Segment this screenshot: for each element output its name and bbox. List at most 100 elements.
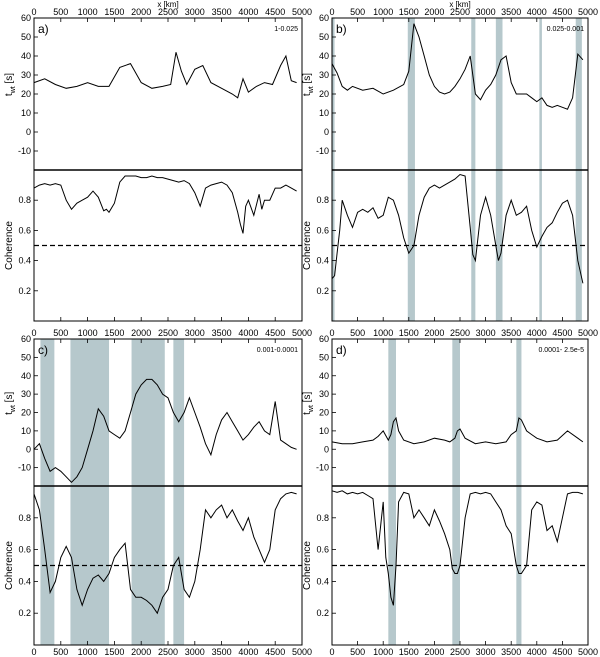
y-tick-label-top: 10 xyxy=(21,426,31,436)
x-tick-label-bottom: 2500 xyxy=(450,647,470,657)
x-tick-label-top: 3500 xyxy=(212,328,232,338)
y-tick-label-top: 60 xyxy=(21,13,31,23)
x-tick-label-top: 1500 xyxy=(399,7,419,17)
x-tick-label-top: 4000 xyxy=(527,328,547,338)
y-tick-label-bottom: 0.6 xyxy=(316,545,329,555)
y-tick-label-top: -10 xyxy=(18,463,31,473)
y-tick-label-top: 10 xyxy=(21,108,31,118)
panel-c: 0050050010001000150015002000200025002500… xyxy=(4,328,312,657)
y-tick-label-top: 60 xyxy=(319,334,329,344)
y-tick-label-top: -10 xyxy=(18,146,31,156)
x-tick-label-top: 1000 xyxy=(373,7,393,17)
y-tick-label-top: 0 xyxy=(324,444,329,454)
y-tick-label-top: 30 xyxy=(21,389,31,399)
y-tick-label-bottom: 0.2 xyxy=(316,286,329,296)
y-axis-title-unit: [s] xyxy=(302,392,313,406)
y-tick-label-bottom: 0.8 xyxy=(316,513,329,523)
y-tick-label-top: 40 xyxy=(319,371,329,381)
x-tick-label-bottom: 4500 xyxy=(265,647,285,657)
y-tick-label-top: 0 xyxy=(26,444,31,454)
shaded-band xyxy=(516,339,522,645)
coherence-line xyxy=(33,175,297,234)
y-tick-label-top: 0 xyxy=(26,127,31,137)
x-tick-label-top: 2500 xyxy=(158,328,178,338)
y-axis-title-unit: [s] xyxy=(302,73,313,87)
x-tick-label-bottom: 500 xyxy=(350,647,365,657)
panel-label: d) xyxy=(336,343,347,357)
y-tick-label-bottom: 0.2 xyxy=(18,608,31,618)
x-tick-label-bottom: 5000 xyxy=(578,647,598,657)
y-tick-label-top: 40 xyxy=(21,371,31,381)
y-tick-label-bottom: 0.4 xyxy=(18,576,31,586)
x-tick-label-top: 4000 xyxy=(238,7,258,17)
y-tick-label-top: 50 xyxy=(319,352,329,362)
y-axis-title-top: twt [s] xyxy=(302,392,315,415)
top-plot-frame xyxy=(331,17,589,171)
y-axis-title-bottom: Coherence xyxy=(4,221,15,270)
x-tick-label-bottom: 4000 xyxy=(527,647,547,657)
x-tick-label-bottom: 4500 xyxy=(552,647,572,657)
y-axis-title-bottom: Coherence xyxy=(302,541,313,590)
x-tick-label-top: 2000 xyxy=(424,7,444,17)
panel-a: 0 500 1000 1500 2000 2500 3000 3500 4000 4500 5000… xyxy=(4,0,312,322)
x-tick-label-top: 2500 xyxy=(450,7,470,17)
x-tick-label-top: 5000 xyxy=(292,7,312,17)
x-tick-label-bottom: 1500 xyxy=(399,647,419,657)
x-tick-label-top: 2500 xyxy=(450,328,470,338)
y-tick-label-top: 40 xyxy=(21,51,31,61)
y-axis-title-sub: wt xyxy=(10,405,17,413)
coherence-line xyxy=(331,490,584,606)
y-axis-title-top: twt [s] xyxy=(302,73,315,96)
y-tick-label-bottom: 0.2 xyxy=(18,286,31,296)
band-label: 0.0001- 2.5e-5 xyxy=(538,347,584,354)
y-tick-label-bottom: 0.8 xyxy=(18,195,31,205)
x-axis-title-top: x [km] xyxy=(449,0,470,9)
y-tick-label-bottom: 0.6 xyxy=(18,225,31,235)
x-tick-label-top: 2000 xyxy=(131,328,151,338)
x-tick-label-top: 500 xyxy=(53,328,68,338)
x-tick-label-top: 4500 xyxy=(265,328,285,338)
x-tick-label-bottom: 1000 xyxy=(373,647,393,657)
y-axis-title-main: t xyxy=(4,93,15,96)
x-tick-label-top: 1000 xyxy=(373,328,393,338)
y-tick-label-bottom: 0.2 xyxy=(316,608,329,618)
panel-label: a) xyxy=(38,22,49,36)
y-axis-title-main: t xyxy=(302,93,313,96)
panel-label: b) xyxy=(336,22,347,36)
x-tick-label-bottom: 2000 xyxy=(131,647,151,657)
x-tick-label-top: 1000 xyxy=(78,7,98,17)
x-tick-label-top: 3500 xyxy=(501,328,521,338)
shaded-band xyxy=(70,339,110,645)
x-tick-label-top: 500 xyxy=(350,7,365,17)
top-plot-frame xyxy=(33,17,303,171)
y-tick-label-top: 50 xyxy=(21,32,31,42)
y-tick-label-top: 30 xyxy=(319,389,329,399)
x-tick-label-top: 5000 xyxy=(578,7,598,17)
shaded-band xyxy=(452,339,460,645)
y-tick-label-bottom: 0.8 xyxy=(18,513,31,523)
y-tick-label-top: -10 xyxy=(316,146,329,156)
y-tick-label-top: 20 xyxy=(319,408,329,418)
shaded-band xyxy=(131,339,165,645)
panel-d: 0050050010001000150015002000200025002500… xyxy=(302,328,598,657)
y-axis-title-sub: wt xyxy=(308,86,315,94)
x-tick-label-top: 5000 xyxy=(292,328,312,338)
y-tick-label-top: 60 xyxy=(319,13,329,23)
y-tick-label-top: 10 xyxy=(319,426,329,436)
panel-b: 0 500 1000 1500 2000 2500 3000 3500 4000 4500 5000… xyxy=(302,0,598,322)
y-tick-label-top: 20 xyxy=(21,408,31,418)
x-tick-label-top: 4500 xyxy=(265,7,285,17)
x-tick-label-bottom: 3000 xyxy=(476,647,496,657)
travel-time-line xyxy=(33,52,297,99)
travel-time-line xyxy=(33,378,297,484)
y-tick-label-bottom: 0.4 xyxy=(18,256,31,266)
coherence-line xyxy=(331,173,584,284)
x-tick-label-bottom: 3500 xyxy=(501,647,521,657)
y-tick-label-top: 30 xyxy=(319,70,329,80)
x-tick-label-top: 0 xyxy=(329,7,334,17)
y-tick-label-top: -10 xyxy=(316,463,329,473)
x-tick-label-top: 500 xyxy=(53,7,68,17)
shaded-band xyxy=(40,339,55,645)
x-tick-label-bottom: 0 xyxy=(31,647,36,657)
